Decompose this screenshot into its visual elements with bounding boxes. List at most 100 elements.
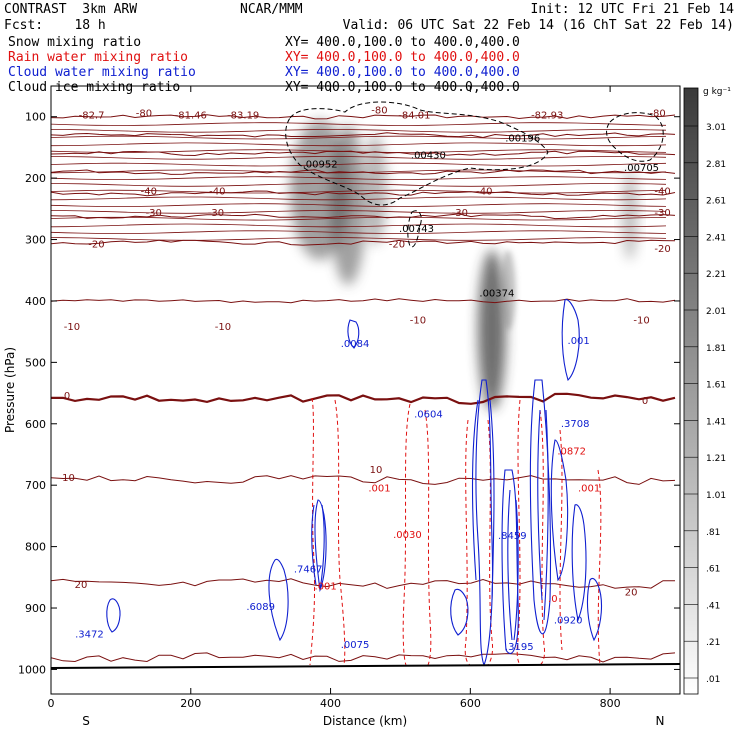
cloud-water-cell-7: [314, 499, 327, 593]
cloud-water-cell-4: [537, 409, 549, 621]
temperature-extremum-label: -84.01: [398, 111, 430, 122]
ice-max-label: .00952: [303, 160, 338, 171]
cloud-water-cell-6: [550, 439, 569, 582]
colorbar-tick-label: .21: [706, 638, 720, 648]
colorbar-tick-label: .61: [706, 565, 720, 575]
temperature-contour-aux: [51, 135, 667, 140]
field-label-rain: Rain water mixing ratio: [8, 50, 189, 65]
temperature-label: -10: [64, 322, 80, 333]
cloud-water-cell-9: [268, 558, 289, 642]
rain-contour-8: [539, 409, 545, 666]
temperature-contour: [51, 475, 676, 485]
temperature-extremum-label: -83.19: [227, 111, 259, 122]
colorbar-tick-label: .41: [706, 601, 720, 611]
rain-contour-4: [424, 409, 432, 666]
temperature-label: 0: [642, 396, 648, 407]
cloud-ice-contours: [285, 101, 664, 248]
cloud-water-cell-8: [311, 504, 325, 591]
temperature-label: -30: [146, 208, 162, 219]
cloud-water-max-label: .8459: [498, 531, 527, 542]
cloud-water-max-label: .6089: [246, 602, 275, 613]
y-axis-title: Pressure (hPa): [3, 347, 17, 433]
colorbar-tick-label: 2.61: [706, 197, 726, 207]
cloud-water-max-label: .3195: [505, 642, 534, 653]
ice-max-label: .00430: [411, 150, 446, 161]
temperature-label: -30: [654, 208, 670, 219]
temperature-contour-aux: [51, 216, 667, 221]
cloud-water-cell-11: [450, 588, 469, 636]
contour-annotations: -80 -80 -80 -40 -40 -40 -40 -30 -30 -30 -30 -20 -20 -…: [62, 106, 671, 653]
temperature-extremum-label: -82.93: [531, 111, 563, 122]
temperature-contour-aux: [51, 176, 667, 180]
snow-plume-5: [500, 250, 516, 330]
cloud-water-cell-12: [571, 504, 587, 622]
field-xy-snow: XY= 400.0,100.0 to 400.0,400.0: [285, 35, 520, 50]
ice-max-label: .00196: [505, 133, 540, 144]
temperature-contour: [51, 132, 676, 139]
x-tick-label: 400: [320, 697, 341, 710]
temperature-contour: [51, 114, 676, 120]
field-label-cloud-ice: Cloud ice mixing ratio: [8, 80, 181, 95]
cloud-water-max-label: .3472: [75, 629, 104, 640]
y-tick-label: 200: [25, 172, 46, 185]
rain-contour-5: [464, 419, 471, 666]
ice-max-label: .00374: [479, 289, 514, 300]
colorbar-tick-label: 2.81: [706, 160, 726, 170]
ice-max-label: .00705: [624, 163, 659, 174]
colorbar-tick-label: 1.21: [706, 454, 726, 464]
temperature-contour: [51, 239, 676, 246]
temperature-contour-aux: [51, 203, 667, 207]
temperature-label: -40: [141, 187, 157, 198]
cloud-water-cell-2: [507, 489, 519, 641]
field-xy-rain: XY= 400.0,100.0 to 400.0,400.0: [285, 50, 520, 65]
ice-contour-main: [285, 101, 549, 206]
temperature-contour-aux: [51, 162, 667, 167]
rain-label: .0030: [393, 530, 422, 541]
y-tick-label: 100: [25, 111, 46, 124]
temperature-label: 10: [370, 465, 383, 476]
cloud-water-cell-5: [561, 299, 580, 382]
rain-contour-10: [597, 469, 602, 666]
temperature-label: -10: [410, 316, 426, 327]
cloud-water-max-label: .0084: [341, 339, 370, 350]
temperature-contour-aux: [51, 223, 667, 228]
y-tick-label: 300: [25, 234, 46, 247]
cloud-water-max-label: .001: [568, 336, 590, 347]
temperature-label: -40: [476, 187, 492, 198]
colorbar-tick-label: .01: [706, 675, 720, 685]
plot-frame: [50, 85, 681, 695]
temperature-label: 20: [625, 588, 638, 599]
temperature-contour: [51, 190, 676, 197]
terrain-line: [50, 663, 681, 669]
rain-label: .001: [578, 483, 600, 494]
header-institution: NCAR/MMM: [240, 2, 303, 17]
rain-contour-6: [487, 419, 493, 666]
cloud-water-max-label: .3708: [561, 419, 590, 430]
x-axis-north-label: N: [656, 714, 665, 728]
snow-plume-4: [478, 250, 506, 410]
temperature-label: -10: [633, 316, 649, 327]
temperature-extremum-label: -82.7: [79, 111, 105, 122]
temperature-label: -20: [654, 244, 670, 255]
temperature-label: -40: [209, 187, 225, 198]
temperature-contour: [51, 169, 676, 175]
colorbar-unit-label: g kg⁻¹: [703, 87, 731, 97]
cloud-water-tower-1: [475, 379, 494, 667]
colorbar-tick-label: 2.41: [706, 233, 726, 243]
y-tick-label: 900: [25, 602, 46, 615]
field-xy-cloud-ice: XY= 400.0,100.0 to 400.0,400.0: [285, 80, 520, 95]
temperature-label: -30: [452, 208, 468, 219]
cloud-water-cell-14: [347, 319, 360, 349]
temperature-label: -40: [654, 187, 670, 198]
temperature-label: 10: [62, 473, 75, 484]
y-tick-label: 700: [25, 479, 46, 492]
temperature-contour: [51, 392, 676, 405]
x-axis-south-label: S: [82, 714, 90, 728]
cloud-water-cell-10: [106, 598, 121, 633]
temperature-contour: [51, 652, 676, 663]
rain-contour-3: [402, 403, 411, 666]
ice-contour-right: [606, 112, 664, 162]
temperature-contour-aux: [51, 122, 667, 126]
ice-contour-small: [407, 210, 422, 248]
temperature-contour-aux: [51, 210, 667, 214]
